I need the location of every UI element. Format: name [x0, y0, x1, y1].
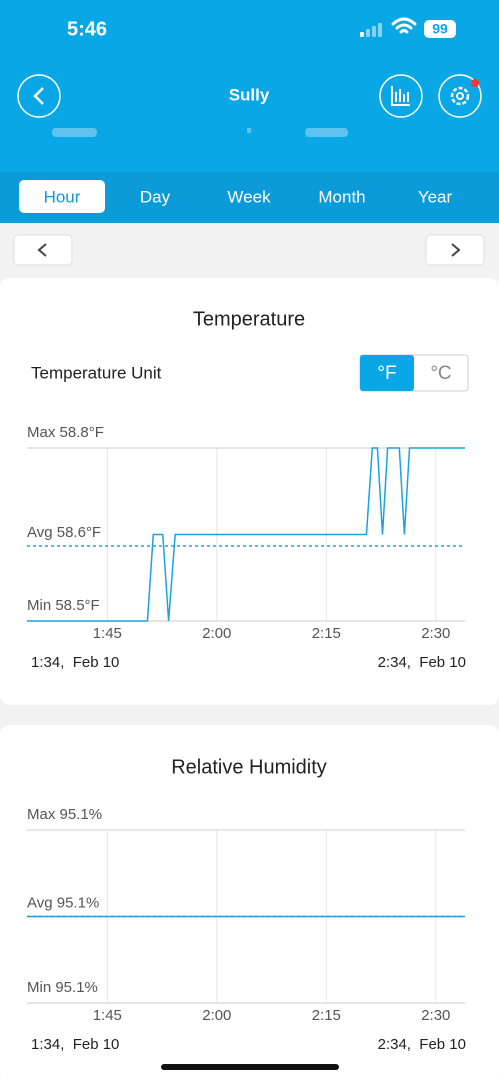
y-tick-label: Min 58.5°F [27, 597, 100, 614]
range-start: 1:34, Feb 10 [31, 654, 119, 671]
x-tick-label: 2:15 [312, 625, 341, 642]
gear-center [456, 92, 464, 100]
x-tick-label: 2:15 [312, 1007, 341, 1024]
tab[interactable]: Day [140, 187, 171, 206]
header-title: Sully [229, 85, 270, 104]
settings-button[interactable] [438, 74, 482, 118]
data-line [27, 447, 465, 622]
y-tick-label: Min 95.1% [27, 979, 98, 996]
home-indicator [161, 1064, 339, 1070]
x-tick-label: 2:00 [202, 625, 231, 642]
unit-option[interactable]: °C [430, 363, 451, 384]
avg-label: Avg 58.6°F [27, 524, 101, 541]
gear-icon [450, 86, 470, 106]
tab-selected [19, 180, 105, 213]
chart-title: Relative Humidity [171, 756, 327, 778]
tab[interactable]: Week [227, 187, 271, 206]
x-tick-label: 1:45 [93, 1007, 122, 1024]
tab[interactable]: Hour [44, 187, 81, 206]
range-start: 1:34, Feb 10 [31, 1036, 119, 1053]
range-end: 2:34, Feb 10 [378, 1036, 466, 1053]
next-button[interactable] [425, 234, 485, 266]
back-arrow [33, 87, 44, 105]
x-tick-label: 2:30 [421, 625, 450, 642]
unit-option[interactable]: °F [377, 363, 396, 384]
battery-level: 99 [432, 21, 448, 37]
prev-button[interactable] [13, 234, 73, 266]
x-tick-label: 2:00 [202, 1007, 231, 1024]
unit-selected [360, 355, 414, 391]
signal-icon [360, 23, 382, 37]
y-tick-label: Max 58.8°F [27, 424, 104, 441]
avg-label: Avg 95.1% [27, 894, 99, 911]
chart-title: Temperature [193, 308, 305, 330]
status-time: 5:46 [67, 18, 107, 40]
next-arrow [451, 243, 461, 257]
prev-arrow [37, 243, 47, 257]
back-button[interactable] [17, 74, 61, 118]
stats-icon [391, 86, 410, 106]
humidity-card [0, 725, 499, 1085]
header-bg [0, 0, 499, 172]
notification-dot [471, 79, 479, 87]
tab[interactable]: Month [318, 187, 365, 206]
unit-label: Temperature Unit [31, 363, 162, 382]
tab[interactable]: Year [418, 187, 453, 206]
battery-icon [424, 20, 456, 38]
range-end: 2:34, Feb 10 [378, 654, 466, 671]
page-handles [52, 128, 348, 137]
y-tick-label: Max 95.1% [27, 806, 102, 823]
stats-button[interactable] [379, 74, 423, 118]
wifi-icon [391, 17, 417, 34]
x-tick-label: 1:45 [93, 625, 122, 642]
x-tick-label: 2:30 [421, 1007, 450, 1024]
